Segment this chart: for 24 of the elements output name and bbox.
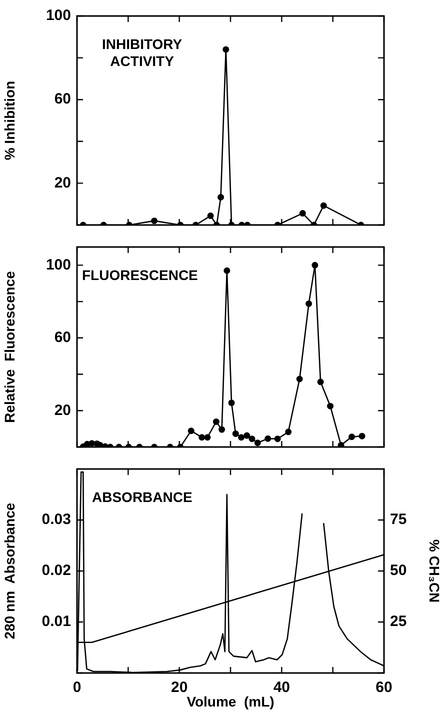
y-tick-label: 20 <box>54 402 71 419</box>
y-tick-label: 100 <box>46 7 71 24</box>
y-axis-title: % Inhibition <box>1 80 18 160</box>
y-axis-title: 280 nm Absorbance <box>1 502 18 640</box>
annotation: FLUORESCENCE <box>82 267 198 283</box>
y-axis-title: Relative Fluorescence <box>1 270 18 423</box>
y2-tick-label: 75 <box>390 511 407 528</box>
y2-axis-title: % CH₃CN <box>426 539 443 603</box>
x-tick-label: 40 <box>273 679 290 696</box>
y2-tick-label: 50 <box>390 562 407 580</box>
annotation: ABSORBANCE <box>92 489 192 505</box>
annotation: INHIBITORY ACTIVITY <box>102 36 183 69</box>
y-tick-label: 0.01 <box>42 613 71 630</box>
y-tick-label: 0.02 <box>42 562 71 580</box>
x-tick-label: 20 <box>170 679 188 696</box>
x-tick-label: 0 <box>72 679 82 696</box>
y-tick-label: 60 <box>54 329 71 346</box>
y-tick-label: 100 <box>46 256 71 274</box>
y2-tick-label: 25 <box>390 613 407 630</box>
y-tick-label: 20 <box>54 174 71 192</box>
x-axis-title: Volume (mL) <box>186 693 274 710</box>
y-tick-label: 0.03 <box>42 511 71 528</box>
x-tick-label: 60 <box>376 679 392 696</box>
y-tick-label: 60 <box>54 90 71 108</box>
